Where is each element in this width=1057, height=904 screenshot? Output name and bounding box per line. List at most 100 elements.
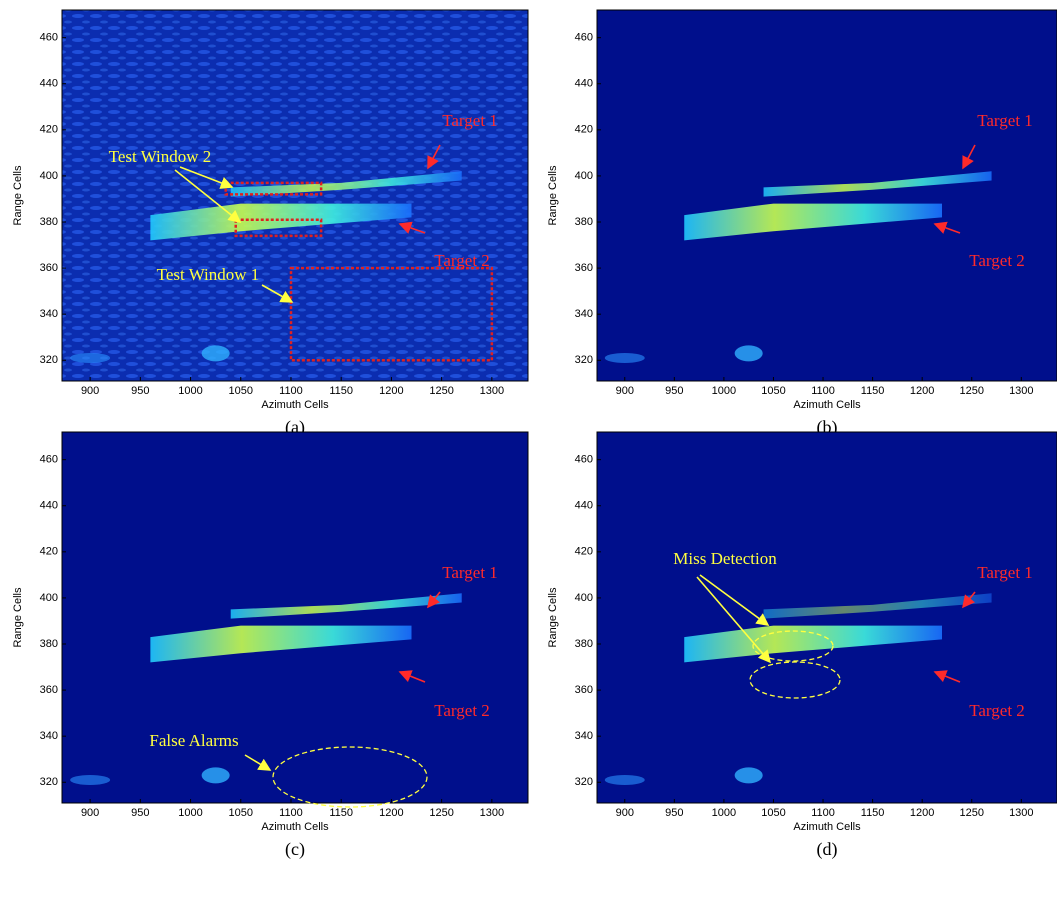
annotation-arrow (933, 670, 961, 683)
ground-echo (604, 774, 645, 785)
y-tick-label: 460 (40, 454, 58, 466)
x-axis-label: Azimuth Cells (261, 399, 329, 411)
x-axis-label: Azimuth Cells (261, 821, 329, 833)
image-background (62, 432, 528, 803)
annotation-arrow (244, 754, 272, 771)
axes-box (61, 431, 529, 804)
x-tick-label: 1050 (761, 807, 785, 819)
annotation-arrow (699, 574, 770, 626)
caption: (c) (285, 839, 305, 860)
target-1-echo (230, 171, 462, 197)
x-tick-label: 1100 (811, 807, 835, 819)
annotation-arrow (696, 576, 772, 664)
x-axis-label: Azimuth Cells (793, 821, 861, 833)
annotation-arrow (398, 670, 426, 683)
y-tick-label: 320 (575, 776, 593, 788)
annotation: Test Window 1 (157, 265, 260, 284)
ground-echo (70, 774, 111, 785)
x-tick-label: 1250 (429, 385, 453, 397)
y-tick-label: 440 (40, 78, 58, 90)
annotation: Target 2 (969, 701, 1025, 720)
x-tick-label: 1300 (480, 385, 504, 397)
annotation-arrow (427, 144, 441, 170)
y-tick-label: 380 (575, 216, 593, 228)
y-tick-label: 340 (40, 308, 58, 320)
x-tick-label: 900 (81, 807, 99, 819)
y-tick-label: 360 (575, 684, 593, 696)
y-tick-label: 340 (575, 730, 593, 742)
annotation: Target 1 (977, 111, 1033, 130)
annotation: Target 2 (969, 251, 1025, 270)
x-tick-label: 1050 (761, 385, 785, 397)
axes-box (61, 9, 529, 382)
ground-echo (201, 767, 230, 784)
target-2-echo (684, 203, 942, 241)
y-tick-label: 340 (40, 730, 58, 742)
y-axis-label: Range Cells (547, 165, 559, 225)
y-tick-label: 340 (575, 308, 593, 320)
ground-echo (604, 352, 645, 363)
x-tick-label: 900 (616, 385, 634, 397)
x-tick-label: 1000 (178, 385, 202, 397)
x-tick-label: 1250 (959, 385, 983, 397)
y-tick-label: 440 (575, 78, 593, 90)
annotation-arrow (398, 221, 426, 234)
x-tick-label: 950 (665, 385, 683, 397)
annotation-arrow (427, 591, 441, 609)
x-tick-label: 1150 (329, 385, 353, 397)
test-window (234, 218, 323, 238)
panel: 900 950 1000 1050 1100 1150 1200 1250 1300 320 340… (547, 9, 1057, 438)
target-1-echo (763, 593, 992, 619)
annotation-arrow (174, 169, 242, 223)
test-window (224, 181, 323, 196)
miss-region (752, 630, 834, 662)
x-tick-label: 900 (81, 385, 99, 397)
annotation: Target 1 (442, 563, 498, 582)
x-tick-label: 1000 (712, 385, 736, 397)
x-tick-label: 1150 (329, 807, 353, 819)
panel: 900 950 1000 1050 1100 1150 1200 1250 1300 320 340… (12, 431, 529, 860)
x-tick-label: 1200 (910, 385, 934, 397)
image-background (597, 432, 1057, 803)
image-background (597, 10, 1057, 381)
y-tick-label: 440 (575, 500, 593, 512)
x-tick-label: 1200 (379, 385, 403, 397)
annotation-arrow (933, 221, 961, 234)
annotation: False Alarms (149, 731, 238, 750)
axes-box (596, 9, 1057, 382)
x-tick-label: 1300 (1009, 385, 1033, 397)
y-tick-label: 360 (40, 262, 58, 274)
y-tick-label: 420 (40, 546, 58, 558)
panel: 900 950 1000 1050 1100 1150 1200 1250 1300 320 340… (12, 9, 529, 438)
y-tick-label: 320 (40, 776, 58, 788)
annotation: Miss Detection (673, 549, 777, 568)
annotation-arrow (962, 144, 976, 170)
x-tick-label: 950 (131, 807, 149, 819)
y-tick-label: 460 (575, 32, 593, 44)
y-tick-label: 380 (40, 216, 58, 228)
false-alarm-region (272, 746, 428, 808)
y-tick-label: 380 (575, 638, 593, 650)
x-tick-label: 1200 (910, 807, 934, 819)
x-tick-label: 1000 (712, 807, 736, 819)
y-tick-label: 360 (575, 262, 593, 274)
miss-region (749, 661, 841, 699)
y-tick-label: 320 (575, 354, 593, 366)
x-tick-label: 1150 (861, 807, 885, 819)
y-tick-label: 380 (40, 638, 58, 650)
y-axis-label: Range Cells (12, 587, 24, 647)
annotation: Target 1 (442, 111, 498, 130)
ground-echo (734, 345, 763, 362)
x-axis-label: Azimuth Cells (793, 399, 861, 411)
y-axis-label: Range Cells (12, 165, 24, 225)
caption: (d) (817, 839, 838, 860)
annotation: Target 2 (434, 251, 490, 270)
ground-echo (70, 352, 111, 363)
annotation-arrow (962, 591, 976, 609)
y-tick-label: 400 (40, 170, 58, 182)
target-2-echo (684, 625, 942, 663)
y-tick-label: 440 (40, 500, 58, 512)
annotation: Target 1 (977, 563, 1033, 582)
y-tick-label: 400 (575, 592, 593, 604)
